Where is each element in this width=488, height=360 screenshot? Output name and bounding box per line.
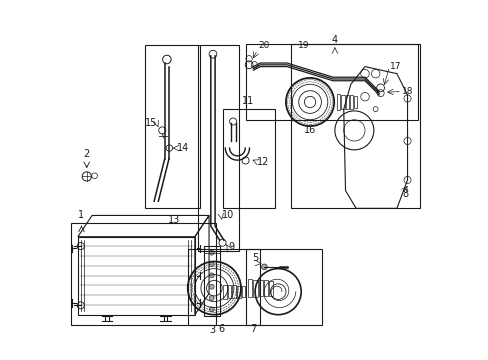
Text: 10: 10 <box>221 211 233 220</box>
Bar <box>187 249 260 325</box>
Circle shape <box>261 264 266 270</box>
Bar <box>241 286 244 297</box>
Text: 2: 2 <box>83 149 90 159</box>
Text: 1: 1 <box>78 211 84 220</box>
Bar <box>246 249 322 325</box>
Bar <box>223 109 274 208</box>
Text: 6: 6 <box>218 324 224 334</box>
Text: 7: 7 <box>249 324 256 334</box>
Bar <box>71 222 216 325</box>
Text: 15: 15 <box>145 118 157 128</box>
Text: 20: 20 <box>258 41 269 50</box>
Bar <box>247 279 252 297</box>
Bar <box>268 281 273 296</box>
Bar <box>232 285 236 298</box>
Circle shape <box>209 296 214 301</box>
Circle shape <box>209 261 214 266</box>
Text: 19: 19 <box>297 41 308 50</box>
Bar <box>264 280 268 296</box>
Bar <box>353 96 356 108</box>
Bar <box>246 44 417 120</box>
Circle shape <box>209 307 214 312</box>
Bar <box>253 280 257 297</box>
Text: 9: 9 <box>228 242 234 252</box>
Bar <box>237 285 240 298</box>
Text: 13: 13 <box>167 215 180 225</box>
Circle shape <box>209 273 214 278</box>
Bar <box>336 94 340 110</box>
Text: 11: 11 <box>242 95 254 105</box>
Text: 17: 17 <box>389 62 401 71</box>
Circle shape <box>209 250 214 255</box>
Text: 12: 12 <box>256 157 269 167</box>
Bar <box>258 280 263 296</box>
Bar <box>290 44 419 208</box>
Circle shape <box>209 284 214 289</box>
Text: 18: 18 <box>402 87 413 96</box>
Bar <box>145 45 200 208</box>
Bar <box>198 45 239 251</box>
Bar <box>203 246 219 316</box>
Bar <box>227 285 231 298</box>
Bar <box>223 284 226 299</box>
Text: 3: 3 <box>208 325 215 335</box>
Bar <box>345 95 348 109</box>
Text: 14: 14 <box>177 143 189 153</box>
Bar <box>341 95 344 109</box>
Bar <box>349 95 353 109</box>
Text: 16: 16 <box>304 125 316 135</box>
Text: 8: 8 <box>402 189 407 199</box>
Text: 5: 5 <box>252 253 258 263</box>
Text: 4: 4 <box>331 35 337 45</box>
